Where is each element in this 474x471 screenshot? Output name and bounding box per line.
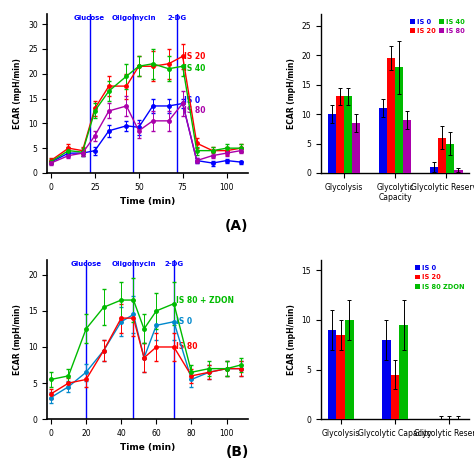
Bar (403, 120, 411, 173)
Text: IS 80: IS 80 (176, 342, 197, 351)
Legend: IS 0, IS 20, IS 40, IS 80: IS 0, IS 20, IS 40, IS 80 (409, 17, 466, 35)
Y-axis label: ECAR (mpH/min): ECAR (mpH/min) (287, 304, 296, 375)
Text: IS 40: IS 40 (184, 64, 206, 73)
Bar (395, 67, 403, 173)
Text: 2-DG: 2-DG (168, 15, 187, 21)
Bar (446, 144, 455, 173)
Y-axis label: ECAR (mpH/min): ECAR (mpH/min) (13, 58, 22, 129)
Bar (336, 97, 344, 173)
Bar (387, 58, 395, 173)
Bar (438, 138, 446, 173)
Bar (352, 123, 360, 173)
Bar (328, 330, 337, 419)
Legend: IS 0, IS 20, IS 80 ZDON: IS 0, IS 20, IS 80 ZDON (414, 264, 466, 291)
Text: 2-DG: 2-DG (164, 261, 183, 267)
Text: Glucose: Glucose (74, 15, 105, 21)
Bar (430, 167, 438, 173)
Bar (391, 374, 400, 419)
Text: IS 0: IS 0 (184, 97, 201, 106)
Text: (A): (A) (225, 219, 249, 233)
Bar (328, 114, 336, 173)
Bar (379, 108, 387, 173)
X-axis label: Time (min): Time (min) (120, 197, 175, 206)
Text: Glucose: Glucose (71, 261, 101, 267)
Text: IS 80: IS 80 (184, 106, 206, 115)
Text: IS 0: IS 0 (176, 317, 192, 326)
Text: Oligomycin: Oligomycin (111, 261, 156, 267)
Y-axis label: ECAR (mpH/min): ECAR (mpH/min) (13, 304, 22, 375)
Bar (344, 97, 352, 173)
X-axis label: Time (min): Time (min) (120, 444, 175, 453)
Text: IS 80 + ZDON: IS 80 + ZDON (176, 296, 234, 305)
Text: IS 20: IS 20 (184, 52, 206, 61)
Text: Oligomycin: Oligomycin (111, 15, 156, 21)
Bar (400, 325, 408, 419)
Text: (B): (B) (225, 445, 249, 459)
Y-axis label: ECAR (mpH/min): ECAR (mpH/min) (287, 58, 296, 129)
Bar (345, 320, 354, 419)
Bar (337, 335, 345, 419)
Bar (455, 170, 463, 173)
Bar (382, 340, 391, 419)
